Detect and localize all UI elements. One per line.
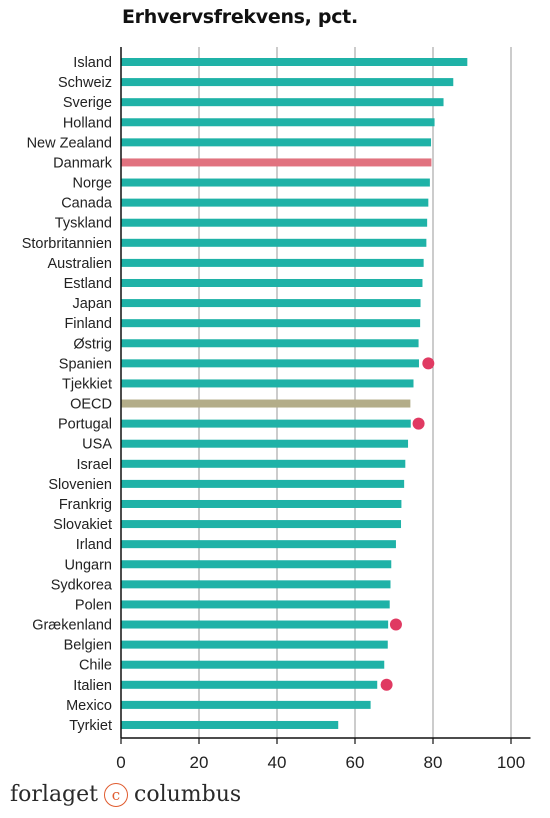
category-label-Danmark: Danmark [53,155,113,171]
bar-Israel [121,459,406,468]
category-label-Irland: Irland [76,537,112,553]
x-tick-label-60: 60 [346,753,365,772]
bar-Australien [121,258,424,267]
category-label-Canada: Canada [61,196,113,212]
bar-Slovakiet [121,520,402,529]
category-label-Tyrkiet: Tyrkiet [69,718,112,734]
category-label-Japan: Japan [72,296,112,312]
bar-Danmark [121,158,432,167]
bar-Tjekkiet [121,379,414,388]
category-label-Slovenien: Slovenien [48,477,112,493]
category-label-Belgien: Belgien [64,638,112,654]
bar-Japan [121,299,421,308]
category-label-Estland: Estland [64,276,112,292]
bar-Irland [121,540,396,549]
bar-Slovenien [121,479,405,488]
category-label-Tjekkiet: Tjekkiet [62,376,112,392]
category-label-Finland: Finland [64,316,112,332]
copyright-c-icon: c [104,782,128,807]
bar-USA [121,439,409,448]
bar-Tyrkiet [121,720,339,729]
bar-Ungarn [121,560,392,569]
category-label-Israel: Israel [77,457,112,473]
category-label-Sydkorea: Sydkorea [51,577,113,593]
bar-Portugal [121,419,411,428]
category-label-Frankrig: Frankrig [59,497,112,513]
category-label-Holland: Holland [63,115,112,131]
category-label-New Zealand: New Zealand [27,135,112,151]
bar-Italien [121,680,378,689]
category-label-Grækenland: Grækenland [32,618,112,634]
category-label-Chile: Chile [79,658,112,674]
marker-Spanien [422,357,435,370]
category-label-OECD: OECD [70,397,112,413]
bar-Grækenland [121,620,389,629]
category-label-Østrig: Østrig [73,336,112,352]
publisher-logo: forlaget c columbus [10,782,241,807]
bar-chart: Island Schweiz Sverige Holland New Zealand Da… [22,47,531,772]
marker-Italien [380,678,393,691]
bar-Belgien [121,640,388,649]
bar-Mexico [121,700,371,709]
category-label-Island: Island [73,55,112,71]
bar-OECD [121,399,411,408]
bar-Holland [121,118,435,127]
bar-Sverige [121,98,444,107]
bar-Norge [121,178,430,187]
brand-right: columbus [134,782,242,807]
x-tick-label-80: 80 [424,753,443,772]
marker-Portugal [412,417,425,430]
category-label-Schweiz: Schweiz [58,75,112,91]
category-label-Australien: Australien [48,256,112,272]
bar-Sydkorea [121,580,391,589]
bar-Island [121,58,468,66]
chart-title: Erhvervsfrekvens, pct. [122,6,358,28]
category-label-Tyskland: Tyskland [55,216,112,232]
category-label-Italien: Italien [73,678,112,694]
category-label-Polen: Polen [75,597,112,613]
category-label-Storbritannien: Storbritannien [22,236,112,252]
category-label-Slovakiet: Slovakiet [53,517,112,533]
category-label-Norge: Norge [73,176,113,192]
category-label-Sverige: Sverige [63,95,112,111]
x-tick-label-100: 100 [497,753,525,772]
bar-Storbritannien [121,238,427,247]
bar-Canada [121,198,429,207]
brand-left: forlaget [10,782,98,807]
bar-Schweiz [121,78,454,87]
x-tick-label-20: 20 [190,753,209,772]
bar-New Zealand [121,138,432,147]
bar-Spanien [121,359,419,368]
bar-Østrig [121,339,419,348]
bar-Frankrig [121,499,402,508]
x-tick-label-40: 40 [268,753,287,772]
category-label-USA: USA [82,437,112,453]
marker-Grækenland [389,618,402,631]
category-label-Portugal: Portugal [58,417,112,433]
bar-Finland [121,319,421,328]
x-tick-label-0: 0 [116,753,125,772]
bar-Tyskland [121,218,428,227]
bar-Estland [121,278,423,287]
category-label-Mexico: Mexico [66,698,112,714]
category-label-Ungarn: Ungarn [64,557,112,573]
bar-Chile [121,660,385,669]
bar-Polen [121,600,390,609]
category-label-Spanien: Spanien [59,356,112,372]
